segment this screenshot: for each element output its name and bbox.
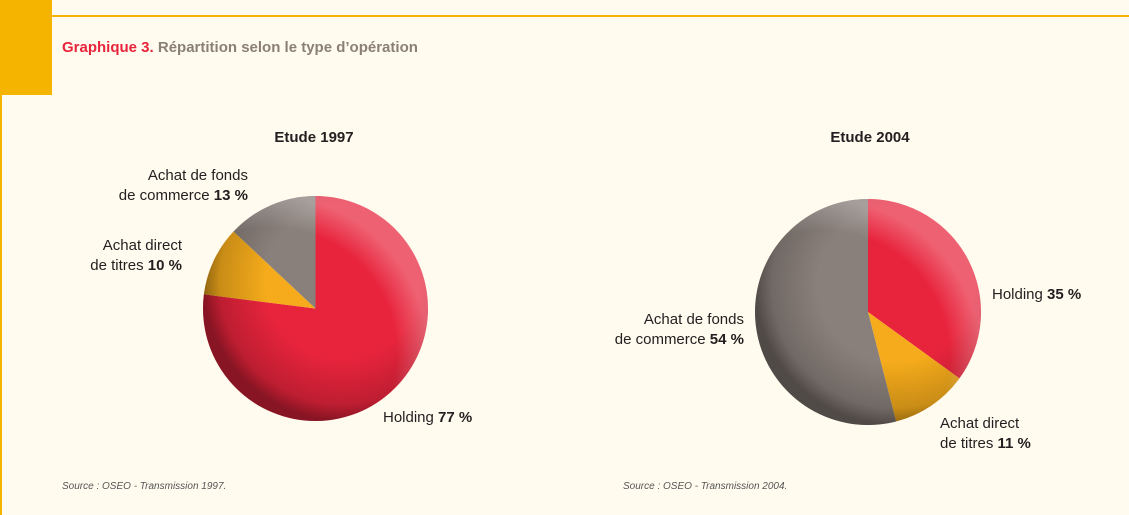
label-line: de titres: [940, 435, 994, 452]
label-line: Holding: [383, 409, 434, 426]
label-line: Achat direct: [102, 237, 182, 254]
value-label: 11 %: [997, 435, 1031, 452]
label-line: de titres: [90, 257, 144, 274]
label-line: Achat direct: [940, 415, 1020, 432]
chart-1997-title: Etude 1997: [274, 129, 354, 146]
figure-number: Graphique 3.: [62, 39, 154, 56]
label-line: Holding: [992, 286, 1043, 303]
pie-chart-1997: [203, 196, 428, 421]
pie-highlight: [203, 196, 428, 421]
pie-chart-2004: [755, 199, 981, 425]
chart-2004-label-titres: Achat direct de titres 11 %: [940, 414, 1031, 454]
chart-2004-title: Etude 2004: [830, 129, 910, 146]
chart-2004-label-fonds: Achat de fonds de commerce 54 %: [615, 310, 744, 350]
chart-2004-source: Source : OSEO - Transmission 2004.: [623, 481, 788, 492]
accent-left-rule: [0, 95, 2, 515]
chart-1997-label-fonds: Achat de fonds de commerce 13 %: [119, 166, 248, 206]
chart-1997-source: Source : OSEO - Transmission 1997.: [62, 481, 227, 492]
chart-1997-label-holding: Holding 77 %: [383, 408, 472, 428]
figure-header-band: [52, 17, 1129, 95]
accent-top-rule: [52, 15, 1129, 17]
value-label: 10 %: [147, 257, 182, 274]
figure-title: Graphique 3. Répartition selon le type d…: [62, 39, 418, 56]
label-line: Achat de fonds: [147, 167, 248, 184]
value-label: 77 %: [438, 409, 473, 426]
label-line: Achat de fonds: [643, 311, 744, 328]
chart-1997-label-titres: Achat direct de titres 10 %: [90, 236, 182, 276]
value-label: 13 %: [213, 187, 248, 204]
figure-title-text: Répartition selon le type d’opération: [157, 39, 418, 56]
pie-highlight: [755, 199, 981, 425]
value-label: 54 %: [709, 331, 744, 348]
label-line: de commerce: [118, 187, 210, 204]
label-line: de commerce: [614, 331, 706, 348]
accent-corner-block: [0, 0, 52, 95]
chart-2004-label-holding: Holding 35 %: [992, 285, 1081, 305]
value-label: 35 %: [1047, 286, 1082, 303]
